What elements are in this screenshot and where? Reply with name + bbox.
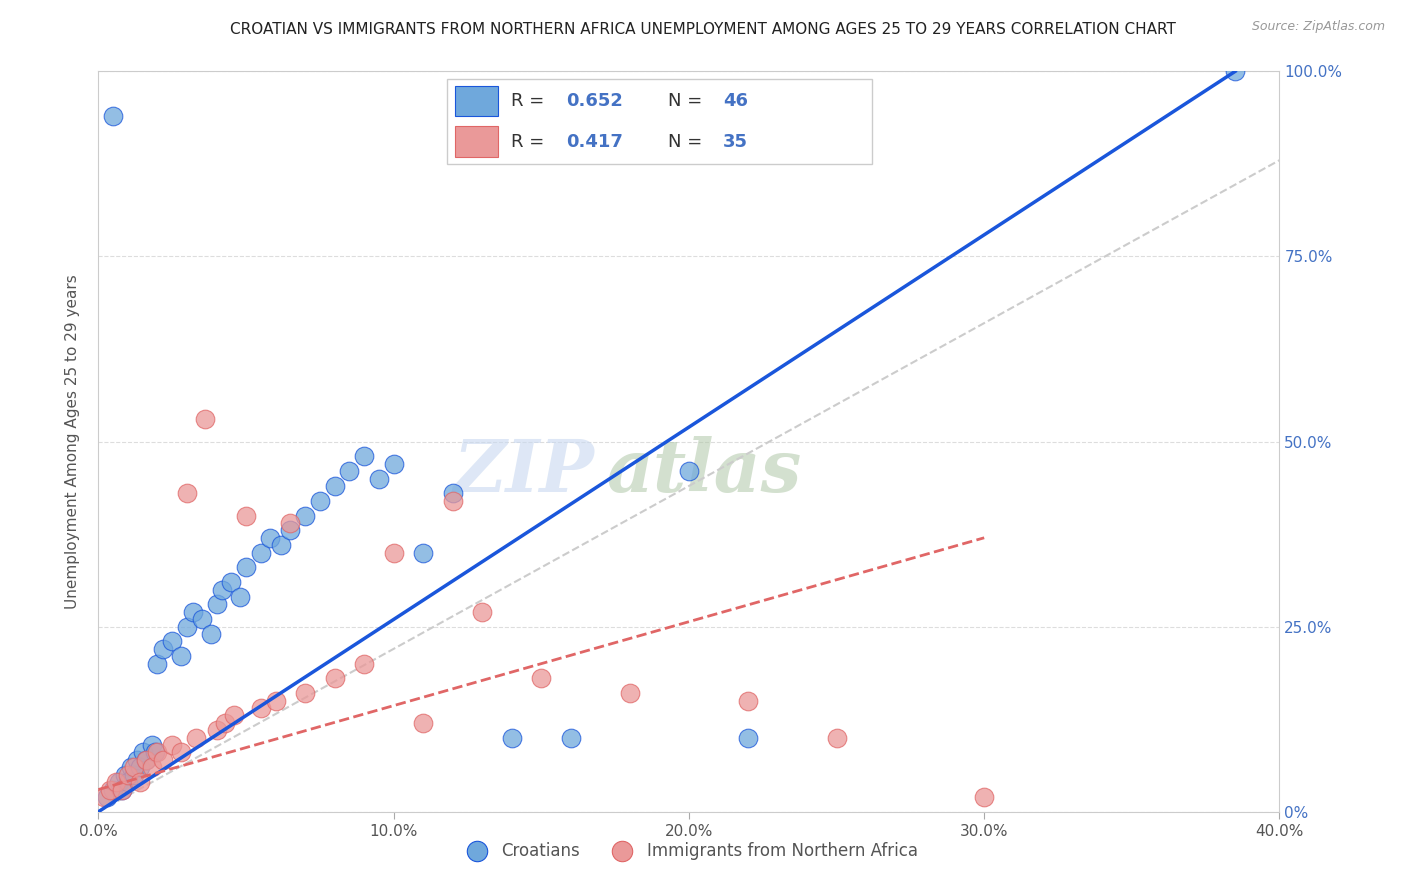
Point [250, 546, 273, 560]
Point [278, 524, 302, 538]
Point [111, 782, 134, 797]
Point [103, 782, 125, 797]
Point [128, 760, 150, 774]
Point [441, 486, 464, 500]
Point [294, 686, 316, 700]
Point [125, 753, 148, 767]
Point [737, 694, 759, 708]
Point [294, 508, 316, 523]
Point [235, 508, 257, 523]
Point [122, 767, 145, 781]
Point [120, 760, 142, 774]
Text: CROATIAN VS IMMIGRANTS FROM NORTHERN AFRICA UNEMPLOYMENT AMONG AGES 25 TO 29 YEA: CROATIAN VS IMMIGRANTS FROM NORTHERN AFR… [231, 22, 1175, 37]
Point [200, 627, 222, 641]
Point [146, 746, 169, 760]
Point [105, 775, 128, 789]
Point [973, 789, 995, 804]
Point [353, 657, 375, 671]
Point [211, 582, 233, 597]
Point [162, 634, 183, 648]
Point [93, 789, 115, 804]
Point [184, 731, 207, 745]
Point [128, 775, 150, 789]
Point [224, 708, 246, 723]
Point [135, 753, 157, 767]
Point [146, 657, 169, 671]
Point [141, 738, 163, 752]
Point [737, 731, 759, 745]
Point [205, 598, 228, 612]
Point [117, 767, 139, 781]
Point [141, 760, 163, 774]
Point [122, 760, 145, 774]
Point [264, 694, 287, 708]
Point [170, 649, 193, 664]
Point [229, 590, 252, 604]
Point [111, 782, 134, 797]
Point [278, 516, 302, 530]
Point [323, 672, 346, 686]
Point [471, 605, 494, 619]
Point [117, 775, 139, 789]
Point [176, 486, 198, 500]
Point [103, 109, 125, 123]
Point [412, 546, 434, 560]
Point [214, 715, 236, 730]
Point [353, 450, 375, 464]
Point [181, 605, 204, 619]
Point [441, 493, 464, 508]
Point [205, 723, 228, 738]
Point [135, 753, 157, 767]
Point [170, 746, 193, 760]
Legend: Croatians, Immigrants from Northern Africa: Croatians, Immigrants from Northern Afri… [453, 835, 925, 866]
Text: atlas: atlas [606, 435, 801, 507]
Point [382, 457, 405, 471]
Text: Source: ZipAtlas.com: Source: ZipAtlas.com [1251, 20, 1385, 33]
Point [412, 715, 434, 730]
Point [678, 464, 700, 478]
Y-axis label: Unemployment Among Ages 25 to 29 years: Unemployment Among Ages 25 to 29 years [65, 274, 80, 609]
Point [382, 546, 405, 560]
Point [219, 575, 242, 590]
Point [191, 612, 214, 626]
Point [114, 767, 136, 781]
Point [1223, 64, 1246, 78]
Point [152, 753, 174, 767]
Text: ZIP: ZIP [454, 435, 595, 507]
Point [323, 479, 346, 493]
Point [309, 493, 332, 508]
Point [132, 746, 155, 760]
Point [259, 531, 281, 545]
Point [152, 641, 174, 656]
Point [270, 538, 292, 552]
Point [530, 672, 553, 686]
Point [194, 412, 217, 426]
Point [619, 686, 641, 700]
Point [108, 775, 131, 789]
Point [143, 746, 166, 760]
Point [825, 731, 848, 745]
Point [162, 738, 183, 752]
Point [98, 782, 121, 797]
Point [339, 464, 360, 478]
Point [250, 701, 273, 715]
Point [235, 560, 257, 574]
Point [176, 619, 198, 633]
Point [501, 731, 523, 745]
Point [368, 471, 391, 485]
Point [560, 731, 582, 745]
Point [96, 789, 118, 804]
